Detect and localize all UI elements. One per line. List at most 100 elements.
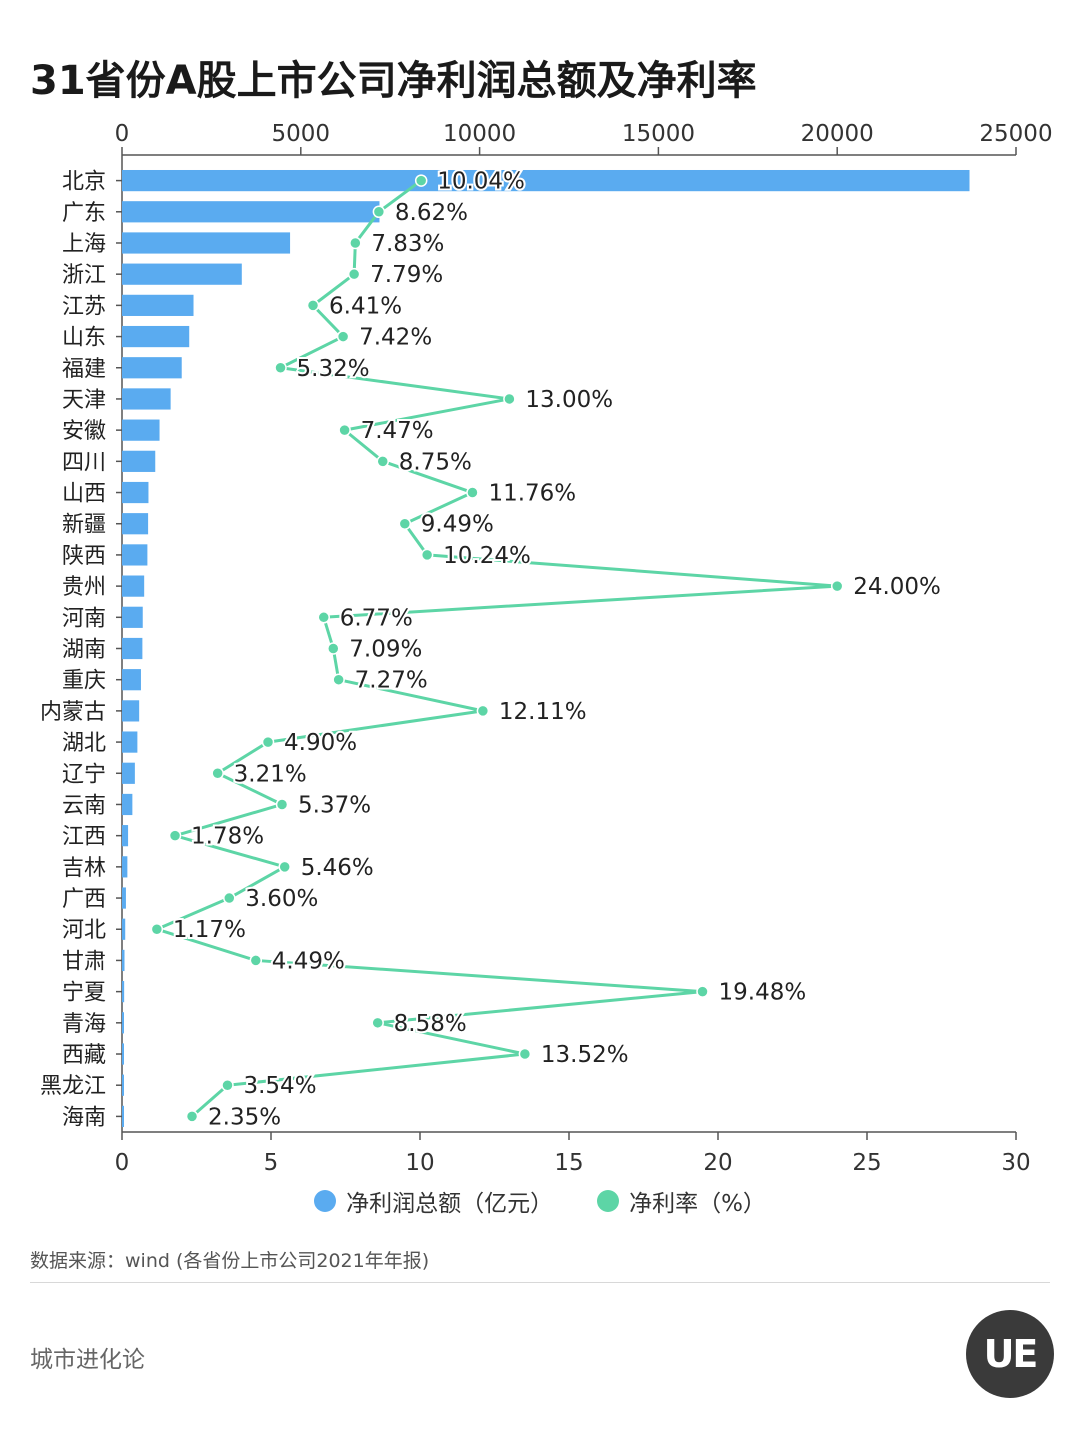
category-label: 重庆 xyxy=(62,669,106,694)
category-label: 辽宁 xyxy=(62,762,106,787)
bar-mark xyxy=(122,825,129,847)
line-point xyxy=(830,579,844,593)
bar-mark xyxy=(122,481,149,504)
bar-mark xyxy=(122,1012,124,1034)
data-label: 13.52% xyxy=(541,1042,629,1068)
bar-mark xyxy=(122,762,135,784)
legend-bar-label: 净利润总额（亿元） xyxy=(346,1191,554,1217)
data-label: 12.11% xyxy=(499,699,587,725)
footer-divider xyxy=(30,1282,1050,1283)
bar-mark xyxy=(122,357,182,379)
chart-title: 31省份A股上市公司净利润总额及净利率 xyxy=(30,58,757,104)
line-point xyxy=(306,299,320,312)
bar-mark xyxy=(122,1105,124,1128)
category-label: 广西 xyxy=(62,887,106,912)
chart-svg: 0 5000 10000 15000 20000 25000 0 5 10 15 20 25 30 北京广… xyxy=(40,121,1053,1176)
category-label: 江西 xyxy=(62,825,106,850)
data-label: 5.46% xyxy=(301,855,374,881)
line-point xyxy=(398,517,412,530)
line-point xyxy=(278,860,291,874)
line-point xyxy=(476,704,490,718)
legend-bar-swatch xyxy=(314,1190,337,1212)
line-point xyxy=(518,1047,532,1061)
data-label: 4.49% xyxy=(272,948,345,974)
bar-mark xyxy=(122,325,190,348)
data-label: 13.00% xyxy=(525,387,613,413)
line-point xyxy=(221,1078,234,1092)
line-point xyxy=(332,673,345,686)
data-label: 8.62% xyxy=(395,200,468,226)
category-label: 山东 xyxy=(62,326,106,351)
category-label: 北京 xyxy=(62,170,106,195)
category-label: 安徽 xyxy=(62,419,106,444)
data-label: 1.78% xyxy=(191,824,264,850)
top-tick-label: 15000 xyxy=(622,121,695,147)
bar-mark xyxy=(122,544,148,566)
bar-mark xyxy=(122,169,970,192)
data-label: 8.58% xyxy=(394,1011,467,1037)
bar-mark xyxy=(122,1043,124,1065)
category-label: 福建 xyxy=(62,357,106,382)
bar-mark xyxy=(122,575,145,597)
line-point xyxy=(150,922,164,936)
line-point xyxy=(503,392,516,406)
bar-mark xyxy=(122,232,291,254)
bar-mark xyxy=(122,637,143,660)
data-label: 6.77% xyxy=(340,605,413,631)
category-label: 山西 xyxy=(62,482,106,507)
bar-mark xyxy=(122,856,128,878)
top-tick-label: 5000 xyxy=(272,121,331,147)
bar-mark xyxy=(122,949,125,972)
bar-mark xyxy=(122,419,160,441)
data-label: 24.00% xyxy=(853,574,941,600)
line-point xyxy=(274,361,287,375)
line-point xyxy=(327,642,340,655)
category-label: 河南 xyxy=(62,606,106,631)
bar-mark xyxy=(122,700,140,722)
top-tick-label: 0 xyxy=(115,121,130,147)
category-label: 陕西 xyxy=(62,544,106,569)
legend-line-swatch xyxy=(597,1190,620,1212)
bar-mark xyxy=(122,450,156,472)
bar-mark xyxy=(122,918,126,940)
data-label: 2.35% xyxy=(208,1104,281,1130)
data-label: 6.41% xyxy=(329,293,402,319)
category-label: 西藏 xyxy=(62,1043,106,1068)
line-point xyxy=(168,829,182,842)
line-point xyxy=(211,767,224,780)
top-tick-label: 10000 xyxy=(443,121,516,147)
category-label: 广东 xyxy=(62,201,106,226)
category-label: 湖南 xyxy=(62,638,106,663)
category-label: 天津 xyxy=(62,388,106,413)
line-point xyxy=(249,954,263,967)
bar-mark xyxy=(122,731,138,753)
line-point xyxy=(376,455,389,468)
data-label: 7.27% xyxy=(355,668,428,694)
category-label: 贵州 xyxy=(62,575,106,600)
data-label: 7.79% xyxy=(370,262,443,288)
data-label: 4.90% xyxy=(284,730,357,756)
legend-item-bar[interactable]: 净利润总额（亿元） xyxy=(314,1184,553,1218)
data-label: 1.17% xyxy=(173,917,246,943)
line-point xyxy=(223,891,236,905)
legend-item-line[interactable]: 净利率（%） xyxy=(597,1184,766,1218)
data-label: 3.60% xyxy=(245,886,318,912)
data-label: 5.32% xyxy=(297,356,370,382)
line-point xyxy=(414,174,428,187)
data-label: 5.37% xyxy=(298,792,371,818)
data-label: 10.24% xyxy=(443,543,531,569)
data-label: 7.47% xyxy=(361,418,434,444)
bar-mark xyxy=(122,887,126,909)
bar-mark xyxy=(122,513,149,535)
line-point xyxy=(372,205,386,219)
bottom-tick-label: 25 xyxy=(852,1150,881,1176)
category-label: 内蒙古 xyxy=(40,700,106,725)
chart-legend: 净利润总额（亿元） 净利率（%） xyxy=(0,1184,1080,1218)
data-label: 3.21% xyxy=(234,761,307,787)
data-label: 9.49% xyxy=(421,512,494,538)
legend-line-label: 净利率（%） xyxy=(629,1191,766,1217)
category-label: 海南 xyxy=(62,1105,106,1130)
brand-logo: UE xyxy=(966,1310,1054,1398)
category-label: 河北 xyxy=(62,918,106,943)
bottom-tick-label: 5 xyxy=(264,1150,279,1176)
